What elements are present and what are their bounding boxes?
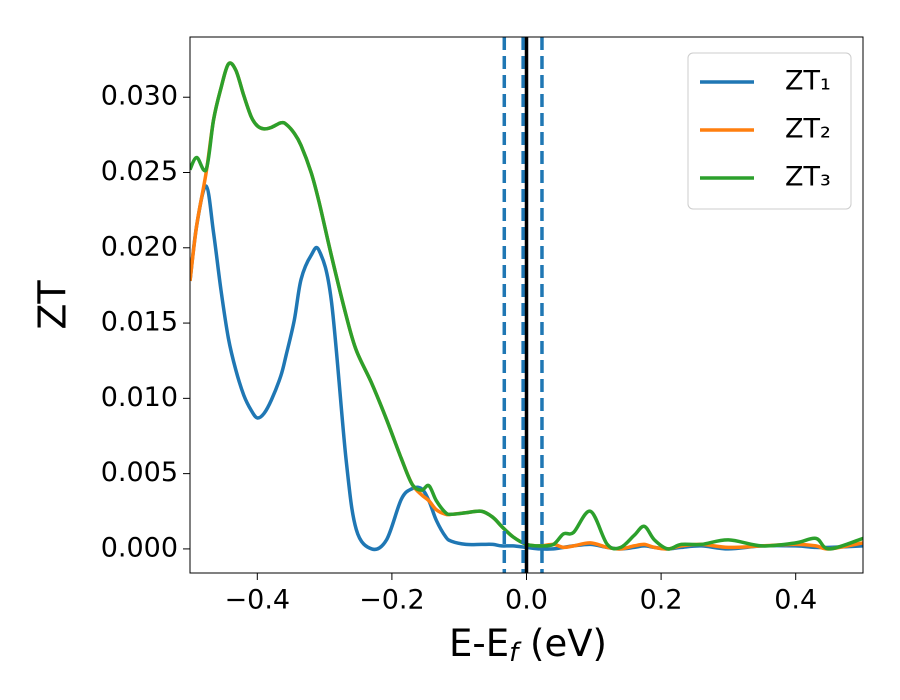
- x-tick-label: −0.4: [225, 585, 291, 616]
- y-tick-label: 0.030: [101, 81, 178, 112]
- x-label-main: E-E: [449, 622, 509, 665]
- y-axis-label: ZT: [31, 280, 75, 330]
- legend-label: ZT₂: [785, 114, 831, 145]
- y-tick-label: 0.010: [101, 382, 178, 413]
- plot-frame: [189, 36, 864, 574]
- x-tick-label: 0.4: [774, 585, 817, 616]
- legend-box: [687, 52, 852, 210]
- y-tick-label: 0.015: [101, 307, 178, 338]
- x-tick-label: 0.2: [640, 585, 683, 616]
- y-tick-label: 0.020: [101, 231, 178, 262]
- x-label-unit: (eV): [518, 622, 607, 665]
- y-tick-label: 0.025: [101, 156, 178, 187]
- x-axis-label: E-Ef (eV): [449, 622, 607, 668]
- plot-area: [190, 37, 863, 573]
- legend-label: ZT₃: [785, 162, 831, 193]
- x-tick-label: 0.0: [505, 585, 548, 616]
- legend-label: ZT₁: [785, 66, 831, 97]
- y-tick-label: 0.005: [101, 457, 178, 488]
- line-series: [190, 61, 863, 551]
- y-tick-label: 0.000: [101, 532, 178, 563]
- x-tick-label: −0.2: [359, 585, 425, 616]
